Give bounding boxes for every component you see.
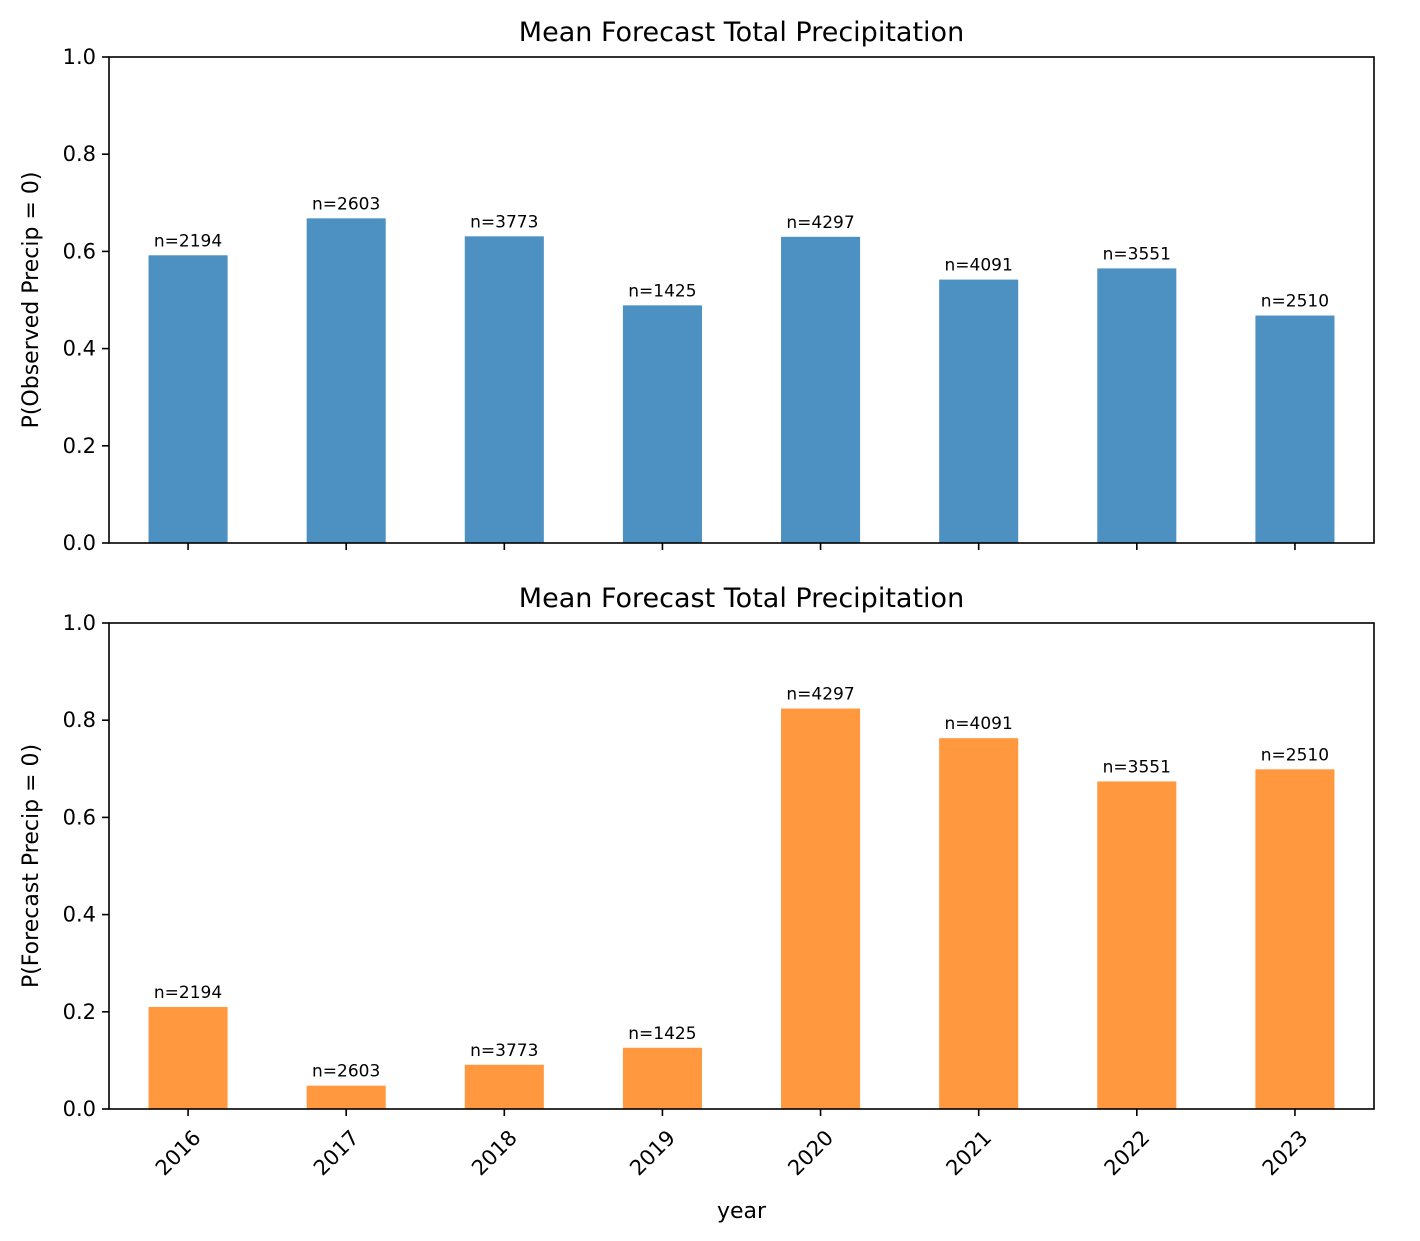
chart-title: Mean Forecast Total Precipitation <box>519 583 964 614</box>
bar-2023 <box>1255 769 1335 1109</box>
bar-2017 <box>306 1085 386 1109</box>
data-label-2022: n=3551 <box>1103 757 1171 777</box>
data-label-2017: n=2603 <box>312 1062 380 1082</box>
bar-2017 <box>306 218 386 543</box>
data-label-2021: n=4091 <box>945 256 1013 276</box>
bar-2019 <box>622 305 702 543</box>
data-label-2017: n=2603 <box>312 194 380 214</box>
data-label-2016: n=2194 <box>154 983 222 1003</box>
y-tick-label: 0.0 <box>63 531 96 555</box>
x-tick-label-2021: 2021 <box>941 1126 996 1181</box>
data-label-2018: n=3773 <box>470 1041 538 1061</box>
data-label-2019: n=1425 <box>628 281 696 301</box>
x-tick-label-2022: 2022 <box>1100 1126 1155 1181</box>
x-tick-label-2018: 2018 <box>467 1126 522 1181</box>
chart-panel-1: n=2194 n=2603 n=3773 n=1425 n=4297 n=4091 n=35… <box>19 17 1375 555</box>
x-tick-label-2023: 2023 <box>1258 1126 1313 1181</box>
bar-2018 <box>464 236 544 543</box>
x-tick-label-2019: 2019 <box>625 1126 680 1181</box>
y-axis-label: P(Observed Precip = 0) <box>19 172 44 429</box>
data-label-2020: n=4297 <box>786 213 854 233</box>
chart-panel-2: n=2194 n=2603 n=3773 n=1425 n=4297 n=4091 n=35… <box>19 583 1375 1224</box>
chart-title: Mean Forecast Total Precipitation <box>519 17 964 48</box>
data-label-2018: n=3773 <box>470 212 538 232</box>
bar-2018 <box>464 1064 544 1109</box>
data-label-2023: n=2510 <box>1261 745 1329 765</box>
bar-2022 <box>1097 781 1177 1109</box>
y-tick-label: 1.0 <box>63 611 96 635</box>
data-label-2020: n=4297 <box>786 685 854 705</box>
y-tick-label: 0.4 <box>63 337 96 361</box>
x-tick-label-2017: 2017 <box>309 1126 364 1181</box>
bar-2021 <box>939 279 1019 543</box>
y-tick-label: 0.8 <box>63 142 96 166</box>
bar-2020 <box>781 708 861 1109</box>
y-tick-label: 0.6 <box>63 805 96 829</box>
plot-frame <box>108 56 1375 544</box>
data-label-2019: n=1425 <box>628 1024 696 1044</box>
x-tick-label-2016: 2016 <box>151 1126 206 1181</box>
plot-frame <box>108 622 1375 1110</box>
y-tick-label: 1.0 <box>63 45 96 69</box>
bar-2020 <box>781 236 861 543</box>
y-tick-label: 0.2 <box>63 434 96 458</box>
data-label-2016: n=2194 <box>154 231 222 251</box>
bar-2022 <box>1097 268 1177 543</box>
y-tick-label: 0.0 <box>63 1097 96 1121</box>
y-tick-label: 0.4 <box>63 903 96 927</box>
data-label-2022: n=3551 <box>1103 244 1171 264</box>
y-tick-label: 0.8 <box>63 708 96 732</box>
y-axis-label: P(Forecast Precip = 0) <box>19 744 44 988</box>
y-tick-label: 0.2 <box>63 1000 96 1024</box>
data-label-2023: n=2510 <box>1261 292 1329 312</box>
bar-2016 <box>148 255 228 544</box>
bar-2016 <box>148 1006 228 1109</box>
x-axis-label: year <box>717 1199 767 1224</box>
x-tick-label-2020: 2020 <box>783 1126 838 1181</box>
bar-2021 <box>939 738 1019 1109</box>
bar-2019 <box>622 1047 702 1109</box>
bar-2023 <box>1255 315 1335 543</box>
data-label-2021: n=4091 <box>945 714 1013 734</box>
y-tick-label: 0.6 <box>63 239 96 263</box>
